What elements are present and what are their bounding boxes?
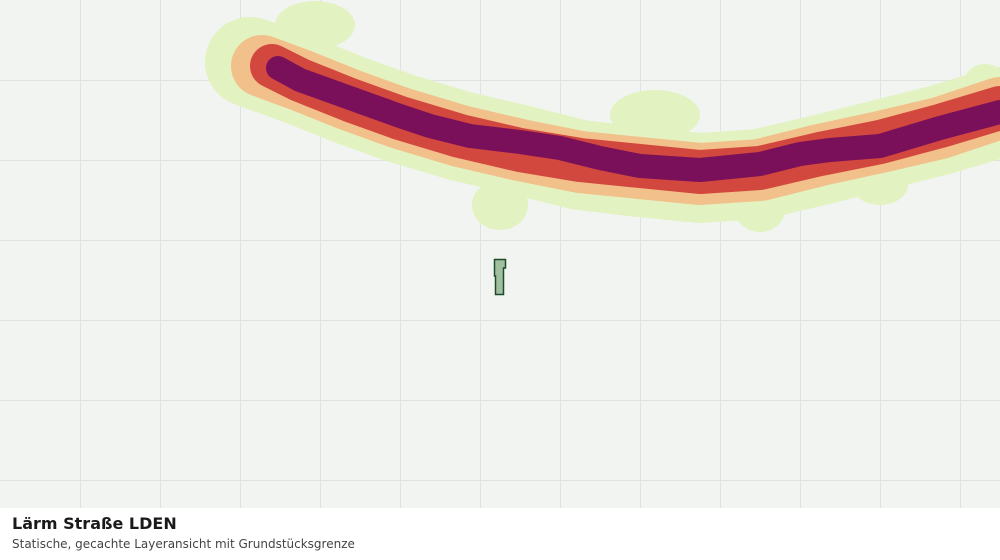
layer-subtitle: Statische, gecachte Layeransicht mit Gru… xyxy=(12,537,355,551)
layer-title: Lärm Straße LDEN xyxy=(12,514,177,533)
noise-zone-very-high xyxy=(266,56,1000,182)
parcel-boundary[interactable] xyxy=(493,258,507,296)
map-view[interactable] xyxy=(0,0,1000,508)
map-background xyxy=(0,0,1000,508)
caption: Lärm Straße LDEN Statische, gecachte Lay… xyxy=(0,508,1000,560)
